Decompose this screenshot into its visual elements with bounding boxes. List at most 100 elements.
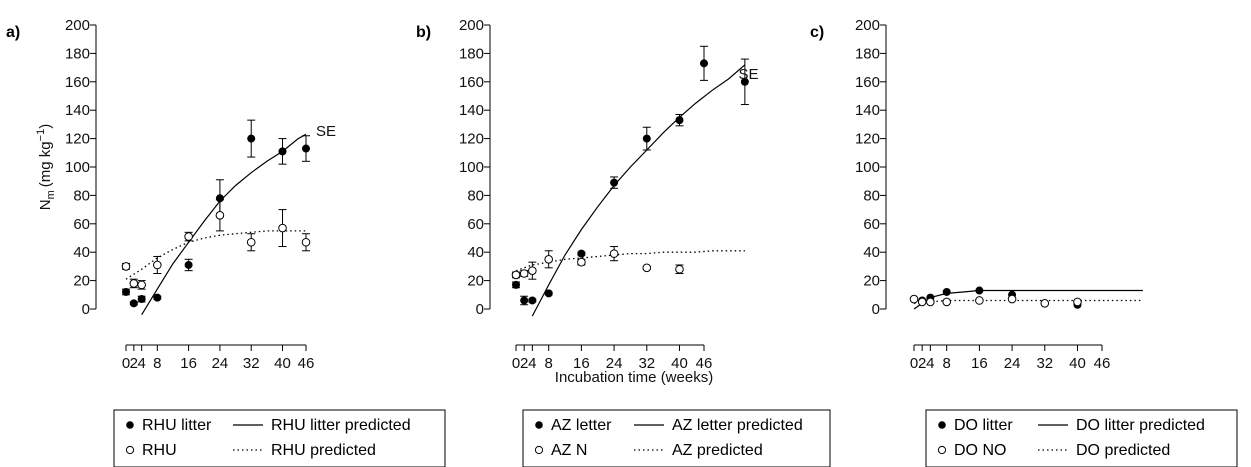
panel-label: a) [6, 24, 20, 41]
data-point-filled [153, 293, 162, 302]
data-point-filled [184, 260, 193, 269]
panel-label: c) [810, 24, 824, 41]
data-point-open [609, 249, 619, 258]
x-tick-label: 40 [1069, 355, 1086, 372]
y-tick-label: 0 [82, 301, 90, 318]
legend-symbol-open [937, 445, 947, 455]
x-tick-label: 46 [298, 355, 315, 372]
x-tick-label: 24 [606, 355, 623, 372]
x-tick-label: 16 [180, 355, 197, 372]
legend-label: RHU litter [142, 417, 212, 434]
data-point-filled [122, 287, 130, 296]
legend-label: RHU [142, 442, 177, 459]
data-point-open [246, 237, 256, 247]
y-tick-label: 0 [872, 301, 880, 318]
legend-symbol-filled [535, 421, 543, 429]
y-tick-label: 20 [73, 273, 90, 290]
x-tick-label: 0 [512, 355, 520, 372]
x-tick-label: 16 [573, 355, 590, 372]
data-point-filled [675, 116, 684, 125]
data-point-filled [700, 59, 708, 68]
data-point-open [926, 297, 935, 307]
y-axis-title: Nm (mg kg−1) [35, 124, 57, 210]
legend-label: AZ letter [551, 417, 612, 434]
x-tick-label: 32 [638, 355, 655, 372]
y-tick-label: 160 [65, 74, 90, 91]
y-tick-label: 120 [65, 131, 90, 148]
se-annotation: SE [316, 123, 336, 140]
x-tick-label: 32 [1036, 355, 1053, 372]
y-axis-title-close: ) [37, 124, 54, 129]
data-point-filled [942, 287, 951, 296]
legend-symbol-filled [938, 421, 946, 429]
data-point-filled [215, 194, 224, 203]
legend-label: DO litter [954, 417, 1013, 434]
data-point-open [642, 263, 652, 273]
data-point-open [528, 266, 537, 275]
x-tick-label: 8 [545, 355, 553, 372]
data-point-open [153, 260, 162, 270]
curve-solid [913, 289, 1143, 310]
curve-solid [531, 64, 746, 317]
legend-label: DO predicted [1076, 442, 1170, 459]
legend-box [925, 409, 1238, 467]
data-point-open [121, 262, 131, 271]
y-tick-label: 0 [476, 301, 484, 318]
data-point-open [1040, 299, 1050, 308]
data-point-filled [528, 296, 537, 305]
x-tick-label: 16 [971, 355, 988, 372]
x-tick-label: 2 [918, 355, 926, 372]
y-tick-label: 180 [459, 45, 484, 62]
data-point-open [544, 254, 553, 264]
data-point-open [577, 257, 586, 267]
data-point-open [975, 296, 984, 305]
data-point-filled [137, 295, 146, 304]
data-point-filled [740, 77, 749, 86]
x-tick-label: 8 [943, 355, 951, 372]
data-point-filled [544, 289, 553, 298]
y-tick-label: 200 [855, 17, 880, 34]
legend: AZ letter AZ letter predicted AZ N AZ predi… [522, 409, 831, 467]
y-tick-label: 120 [459, 131, 484, 148]
x-tick-label: 4 [926, 355, 934, 372]
y-tick-label: 40 [467, 244, 484, 261]
x-tick-label: 46 [1094, 355, 1111, 372]
legend-label: DO NO [954, 442, 1006, 459]
data-point-open [215, 210, 225, 220]
y-tick-label: 80 [73, 187, 90, 204]
legend-label: AZ N [551, 442, 587, 459]
y-tick-label: 100 [855, 159, 880, 176]
x-tick-label: 4 [528, 355, 536, 372]
data-point-filled [577, 249, 586, 258]
legend-symbol-open [534, 445, 544, 455]
legend-label: RHU litter predicted [271, 417, 411, 434]
data-point-filled [247, 134, 256, 143]
data-point-open [942, 297, 951, 307]
y-tick-label: 120 [855, 131, 880, 148]
y-tick-label: 140 [459, 102, 484, 119]
x-tick-label: 0 [910, 355, 918, 372]
y-tick-label: 160 [459, 74, 484, 91]
data-point-open [137, 280, 146, 290]
data-point-open [301, 237, 311, 247]
x-tick-label: 4 [137, 355, 145, 372]
x-tick-label: 24 [1004, 355, 1021, 372]
legend-box [113, 409, 446, 467]
x-tick-label: 2 [520, 355, 528, 372]
y-tick-label: 100 [65, 159, 90, 176]
data-point-filled [129, 299, 138, 308]
y-tick-label: 60 [863, 216, 880, 233]
x-axis-title: Incubation time (weeks) [555, 369, 713, 386]
data-point-open [1073, 297, 1082, 307]
se-annotation: SE [739, 66, 759, 83]
legend-box [522, 409, 831, 467]
x-tick-label: 40 [671, 355, 688, 372]
data-point-open [675, 264, 684, 274]
curve-dotted [913, 299, 1143, 304]
data-point-filled [975, 286, 984, 295]
y-tick-label: 40 [73, 244, 90, 261]
y-tick-label: 140 [855, 102, 880, 119]
